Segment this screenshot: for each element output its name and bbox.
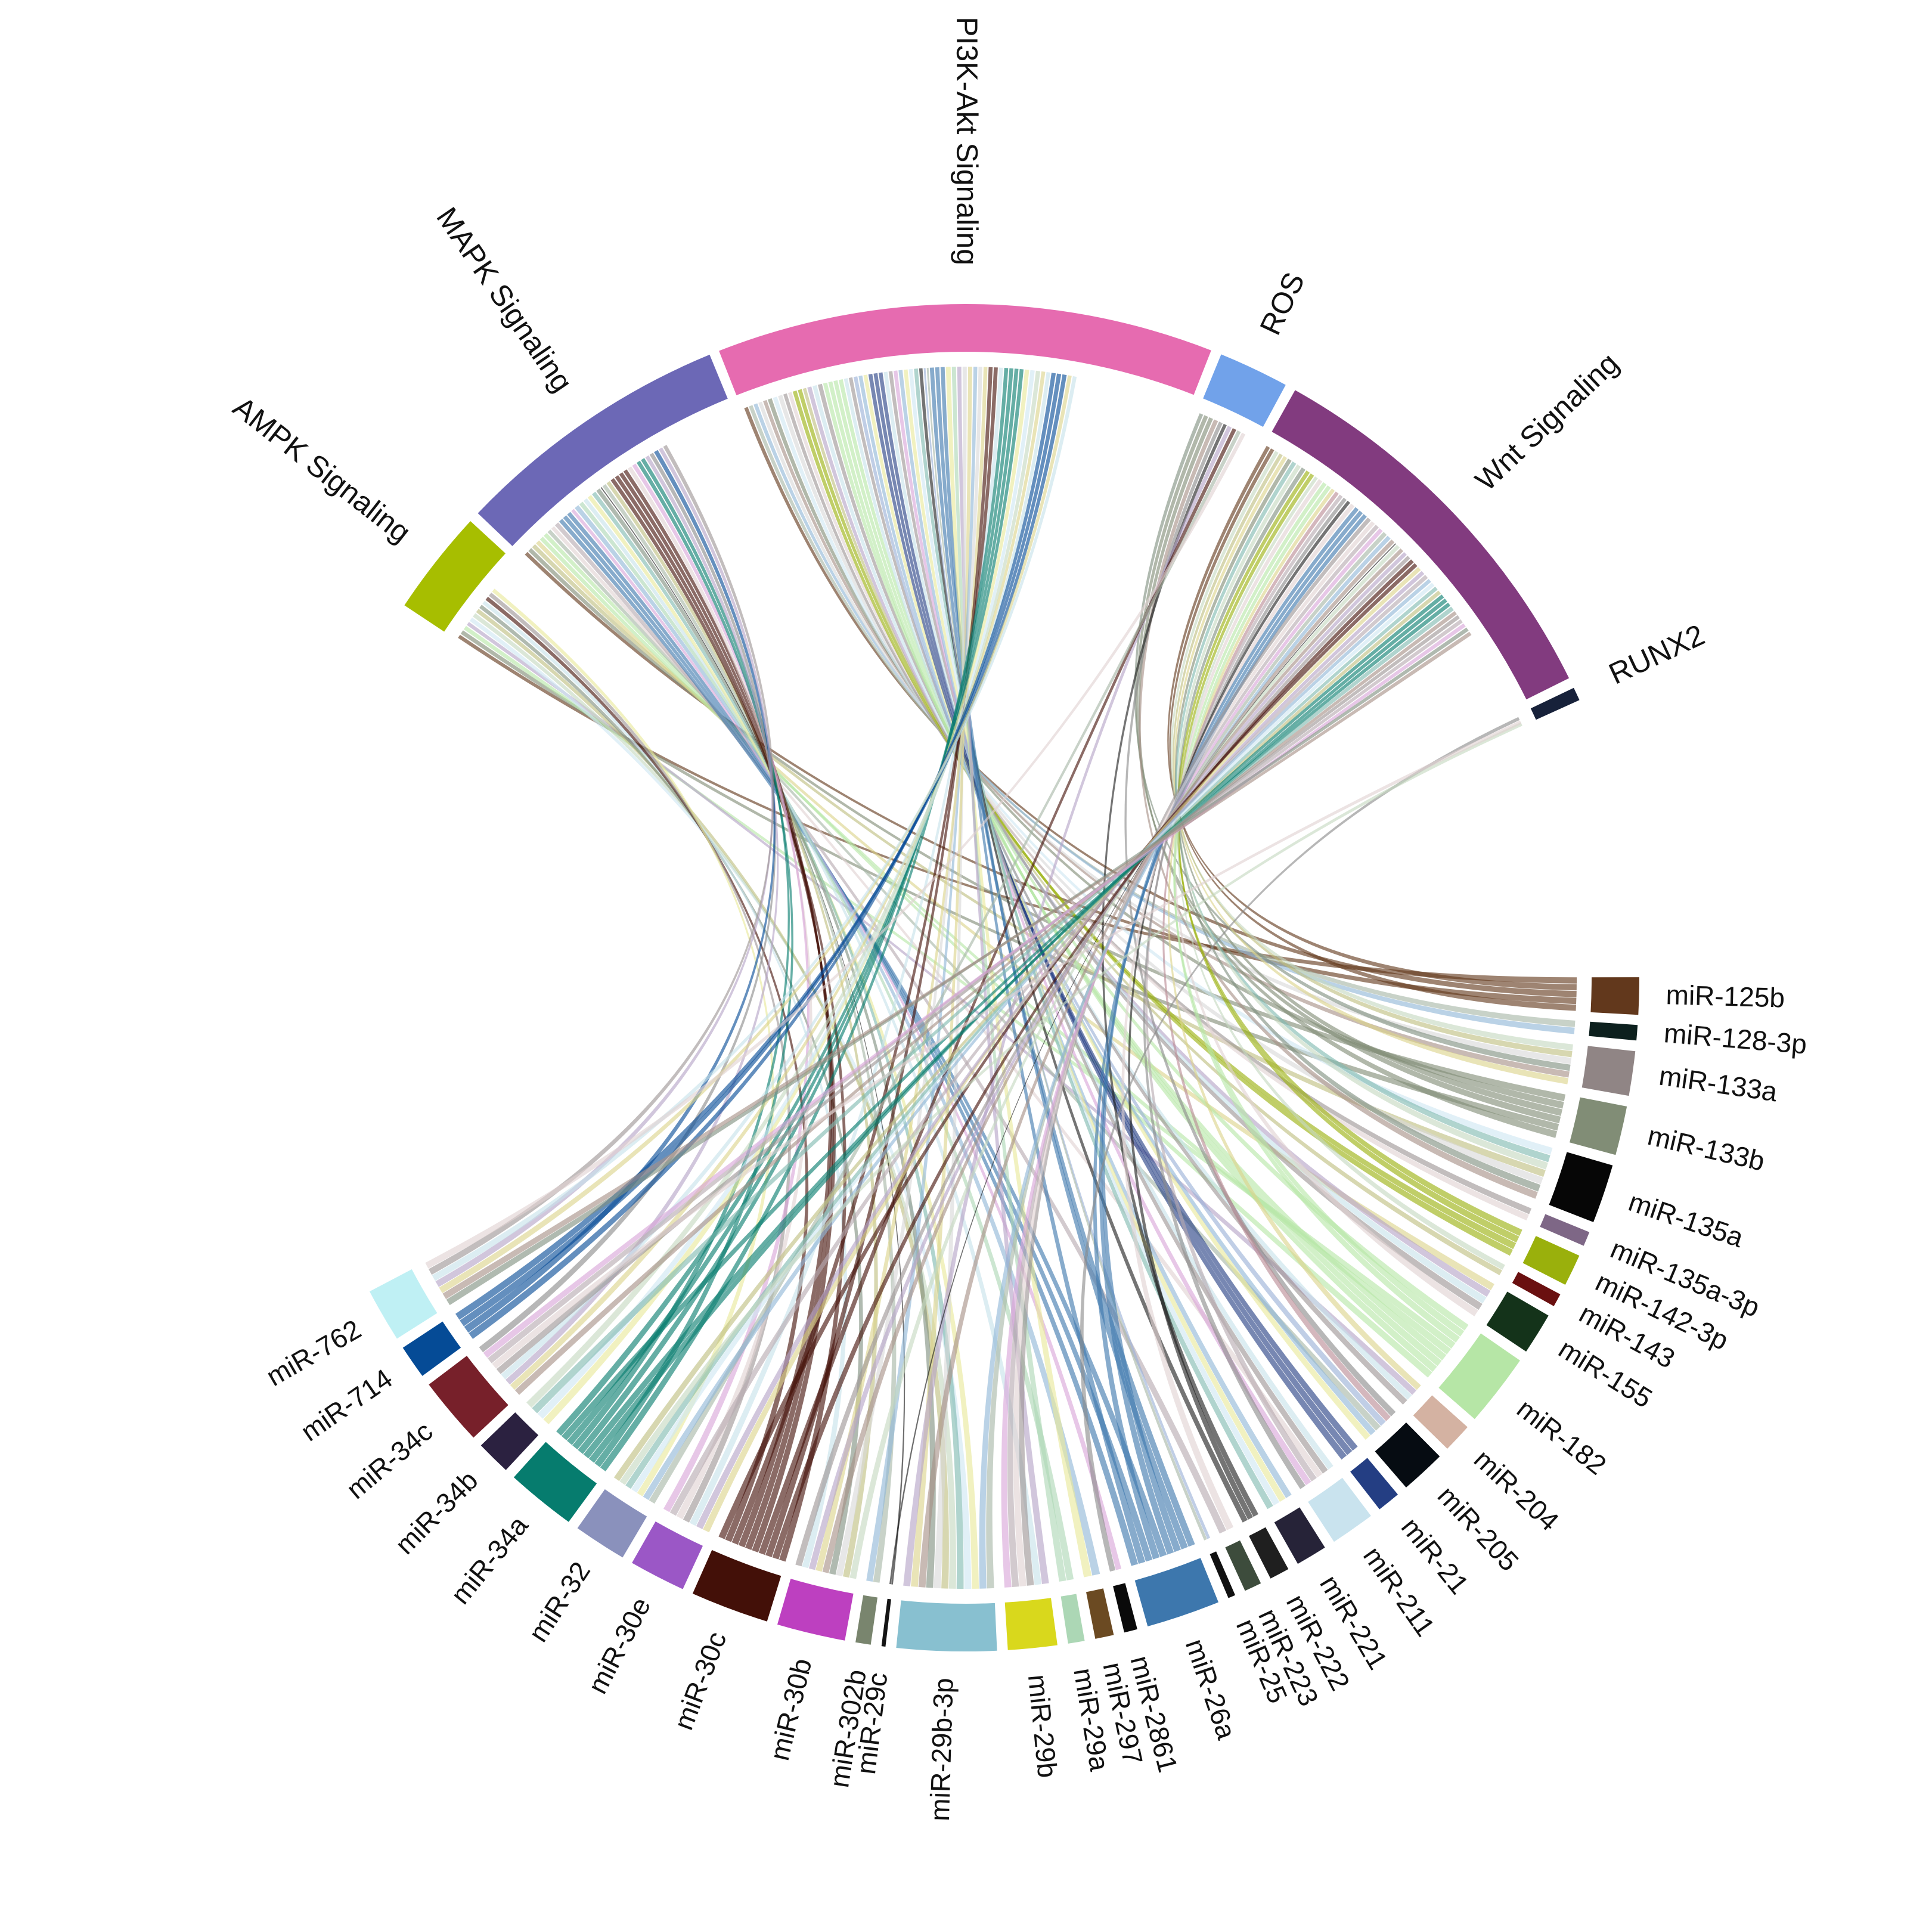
sector-arc-18 [1350, 1458, 1398, 1510]
sector-arc-16 [1413, 1395, 1468, 1449]
sector-label-15: miR-182 [1511, 1393, 1612, 1481]
sector-label-32: miR-30b [764, 1656, 818, 1764]
ribbon-25 [1139, 419, 1538, 1199]
sector-arc-30 [881, 1598, 891, 1647]
sector-arc-10 [1549, 1152, 1613, 1222]
sector-label-24: miR-26a [1180, 1635, 1243, 1743]
sector-label-28: miR-29b [1022, 1673, 1063, 1779]
sector-arc-14 [1486, 1291, 1549, 1352]
sector-arc-34 [632, 1521, 703, 1589]
sector-arc-4 [1272, 390, 1570, 700]
sector-label-4: Wnt Signaling [1469, 346, 1625, 497]
ribbon-16 [1136, 415, 1561, 1124]
sector-label-35: miR-32 [522, 1556, 596, 1647]
sector-arc-2 [719, 303, 1211, 395]
sector-label-39: miR-714 [295, 1363, 398, 1448]
sector-arc-23 [1210, 1551, 1236, 1598]
sector-arc-39 [402, 1321, 461, 1376]
sector-arc-33 [692, 1549, 782, 1622]
sector-arc-27 [1060, 1594, 1085, 1644]
sector-arc-20 [1274, 1507, 1325, 1564]
sector-arc-38 [429, 1356, 508, 1438]
sector-arc-26 [1086, 1588, 1114, 1639]
sector-arc-24 [1134, 1558, 1218, 1626]
sector-arc-7 [1589, 1021, 1638, 1041]
sector-label-40: miR-762 [261, 1313, 366, 1392]
sector-label-36: miR-34a [445, 1510, 534, 1610]
sector-label-2: PI3K-Akt Signaling [950, 17, 984, 265]
sector-label-0: AMPK Signaling [227, 390, 417, 549]
sector-label-29: miR-29b-3p [924, 1678, 959, 1822]
sector-arc-13 [1512, 1272, 1561, 1306]
sector-label-33: miR-30c [668, 1628, 733, 1734]
sector-arc-28 [1004, 1598, 1058, 1650]
sector-arc-8 [1581, 1046, 1636, 1096]
sector-label-9: miR-133b [1645, 1120, 1767, 1177]
sector-arc-5 [1530, 687, 1580, 720]
ribbon-10 [1134, 413, 1571, 1071]
sector-arc-9 [1570, 1097, 1627, 1155]
sector-label-37: miR-34b [389, 1465, 484, 1560]
sector-layer [370, 303, 1640, 1652]
sector-label-8: miR-133a [1657, 1060, 1779, 1108]
sector-arc-22 [1225, 1540, 1261, 1591]
sector-label-6: miR-125b [1666, 979, 1785, 1013]
sector-arc-15 [1438, 1333, 1520, 1420]
sector-arc-36 [513, 1442, 597, 1522]
ribbon-102 [469, 617, 972, 1589]
ribbon-layer [425, 366, 1577, 1589]
sector-arc-19 [1308, 1477, 1371, 1542]
sector-arc-12 [1522, 1236, 1580, 1285]
sector-arc-29 [896, 1600, 997, 1652]
sector-arc-0 [404, 521, 506, 632]
sector-arc-11 [1540, 1214, 1590, 1246]
sector-arc-6 [1590, 977, 1640, 1015]
sector-label-38: miR-34c [340, 1415, 438, 1505]
sector-label-1: MAPK Signaling [430, 202, 579, 398]
ribbon-100 [979, 535, 1391, 1589]
sector-arc-40 [370, 1269, 438, 1339]
sector-arc-1 [477, 354, 728, 546]
sector-label-7: miR-128-3p [1663, 1017, 1808, 1059]
sector-label-34: miR-30e [582, 1592, 657, 1699]
ribbon-106 [934, 366, 967, 1589]
ribbon-175 [442, 631, 1472, 1300]
sector-label-5: RUNX2 [1604, 618, 1709, 690]
sector-arc-35 [577, 1489, 647, 1558]
ribbon-174 [446, 627, 1469, 1306]
sector-arc-3 [1203, 354, 1286, 427]
sector-label-3: ROS [1253, 267, 1311, 340]
sector-arc-21 [1249, 1527, 1289, 1579]
sector-arc-31 [855, 1595, 877, 1645]
sector-arc-32 [777, 1579, 854, 1641]
ribbon-32 [1177, 476, 1505, 1270]
sector-arc-37 [480, 1412, 539, 1470]
sector-arc-25 [1113, 1583, 1137, 1633]
sector-arc-17 [1375, 1422, 1440, 1487]
